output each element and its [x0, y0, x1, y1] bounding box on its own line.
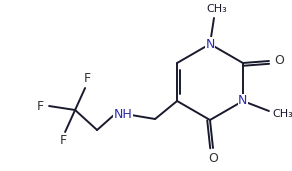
Text: N: N	[238, 95, 248, 108]
Text: F: F	[84, 73, 91, 86]
Text: F: F	[36, 100, 44, 113]
Text: O: O	[274, 54, 284, 67]
Text: F: F	[60, 135, 67, 148]
Text: CH₃: CH₃	[207, 4, 227, 14]
Text: O: O	[208, 153, 218, 166]
Text: NH: NH	[114, 108, 133, 121]
Text: N: N	[205, 37, 215, 50]
Text: CH₃: CH₃	[272, 109, 292, 119]
